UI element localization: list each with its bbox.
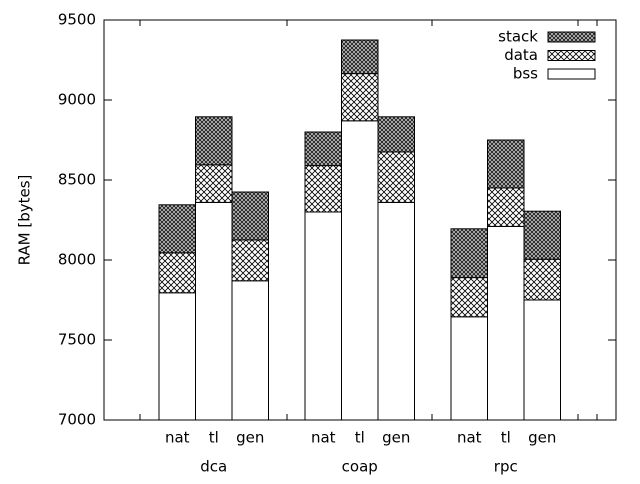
group-label: dca: [200, 458, 227, 476]
x-tick-label: nat: [311, 429, 336, 447]
bar-segment: [304, 165, 342, 213]
bar-segment: [158, 292, 196, 421]
bar-segment: [341, 120, 379, 421]
x-tick-label: nat: [165, 429, 190, 447]
legend-swatch: [547, 50, 596, 61]
legend-label: stack: [498, 28, 538, 46]
x-tick-label: gen: [382, 429, 410, 447]
group-label: rpc: [494, 458, 518, 476]
bar-segment: [231, 280, 269, 421]
bar-segment: [304, 131, 342, 167]
bar-segment: [377, 201, 415, 421]
x-tick-label: gen: [236, 429, 264, 447]
y-tick-label: 8500: [58, 171, 96, 189]
bar-segment: [487, 225, 525, 421]
bar-segment: [377, 116, 415, 153]
x-tick-label: tl: [209, 429, 219, 447]
x-tick-label: nat: [457, 429, 482, 447]
bar-segment: [195, 164, 233, 203]
bar-segment: [231, 239, 269, 282]
y-tick-label: 8000: [58, 251, 96, 269]
bar-segment: [450, 277, 488, 318]
bar-segment: [487, 139, 525, 189]
x-tick-label: tl: [355, 429, 365, 447]
bar-segment: [195, 201, 233, 421]
bar-segment: [231, 191, 269, 241]
bar-segment: [304, 211, 342, 421]
x-tick-label: tl: [501, 429, 511, 447]
y-tick-label: 7500: [58, 331, 96, 349]
bar-segment: [341, 73, 379, 122]
bar-segment: [523, 210, 561, 260]
group-label: coap: [342, 458, 378, 476]
bar-segment: [450, 316, 488, 421]
y-tick-label: 9500: [58, 11, 96, 29]
bar-segment: [158, 204, 196, 254]
bar-segment: [377, 151, 415, 203]
x-tick-label: gen: [528, 429, 556, 447]
bar-segment: [341, 39, 379, 75]
y-axis-label: RAM [bytes]: [16, 175, 34, 266]
bar-segment: [523, 258, 561, 301]
bar-segment: [195, 116, 233, 166]
bar-segment: [523, 299, 561, 421]
legend-label: bss: [513, 65, 538, 83]
bar-segment: [450, 228, 488, 279]
bar-segment: [487, 187, 525, 227]
y-tick-label: 7000: [58, 411, 96, 429]
legend-swatch: [547, 31, 596, 43]
legend-label: data: [504, 46, 538, 64]
bar-segment: [158, 252, 196, 294]
y-tick-label: 9000: [58, 91, 96, 109]
legend-swatch: [547, 68, 596, 80]
